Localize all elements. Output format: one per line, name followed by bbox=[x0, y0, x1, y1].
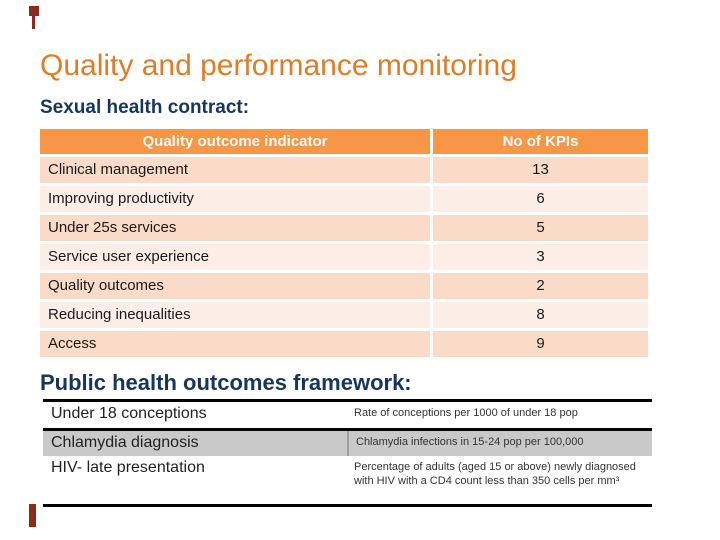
kpi-table: Quality outcome indicator No of KPIs Cli… bbox=[40, 129, 648, 360]
framework-definition: Percentage of adults (aged 15 or above) … bbox=[354, 461, 636, 487]
table-row: Chlamydia diagnosis Chlamydia infections… bbox=[43, 428, 652, 456]
kpi-indicator: Service user experience bbox=[40, 244, 430, 270]
framework-definition: Rate of conceptions per 1000 of under 18… bbox=[354, 407, 578, 419]
kpi-indicator: Access bbox=[40, 331, 430, 357]
table-row: Service user experience 3 bbox=[40, 244, 648, 270]
kpi-count: 3 bbox=[433, 244, 648, 270]
table-row: Reducing inequalities 8 bbox=[40, 302, 648, 328]
section-heading-sexual-health-contract: Sexual health contract: bbox=[40, 97, 250, 118]
slide-title: Quality and performance monitoring bbox=[40, 49, 517, 82]
framework-measure: Chlamydia diagnosis bbox=[51, 434, 199, 451]
framework-measure: Under 18 conceptions bbox=[51, 405, 207, 422]
framework-table: Under 18 conceptions Rate of conceptions… bbox=[43, 399, 652, 507]
kpi-count: 2 bbox=[433, 273, 648, 299]
kpi-header-count: No of KPIs bbox=[433, 129, 648, 154]
table-row: Improving productivity 6 bbox=[40, 186, 648, 212]
table-row: Under 18 conceptions Rate of conceptions… bbox=[43, 402, 652, 428]
section-heading-public-health-framework: Public health outcomes framework: bbox=[40, 370, 412, 395]
kpi-indicator: Improving productivity bbox=[40, 186, 430, 212]
table-row: Quality outcomes 2 bbox=[40, 273, 648, 299]
left-accent-top-square bbox=[29, 6, 39, 16]
kpi-indicator: Quality outcomes bbox=[40, 273, 430, 299]
framework-definition: Chlamydia infections in 15-24 pop per 10… bbox=[347, 431, 652, 456]
left-accent-top-line bbox=[32, 16, 35, 29]
kpi-count: 8 bbox=[433, 302, 648, 328]
left-accent-bottom-bar bbox=[29, 504, 36, 527]
framework-measure: HIV- late presentation bbox=[51, 459, 205, 476]
table-row: HIV- late presentation Percentage of adu… bbox=[43, 456, 652, 504]
kpi-count: 5 bbox=[433, 215, 648, 241]
kpi-indicator: Reducing inequalities bbox=[40, 302, 430, 328]
kpi-count: 9 bbox=[433, 331, 648, 357]
kpi-indicator: Under 25s services bbox=[40, 215, 430, 241]
table-row: Clinical management 13 bbox=[40, 157, 648, 183]
table-row: Access 9 bbox=[40, 331, 648, 357]
kpi-count: 13 bbox=[433, 157, 648, 183]
kpi-count: 6 bbox=[433, 186, 648, 212]
kpi-table-header-row: Quality outcome indicator No of KPIs bbox=[40, 129, 648, 154]
table-row: Under 25s services 5 bbox=[40, 215, 648, 241]
kpi-header-indicator: Quality outcome indicator bbox=[40, 129, 430, 154]
kpi-indicator: Clinical management bbox=[40, 157, 430, 183]
